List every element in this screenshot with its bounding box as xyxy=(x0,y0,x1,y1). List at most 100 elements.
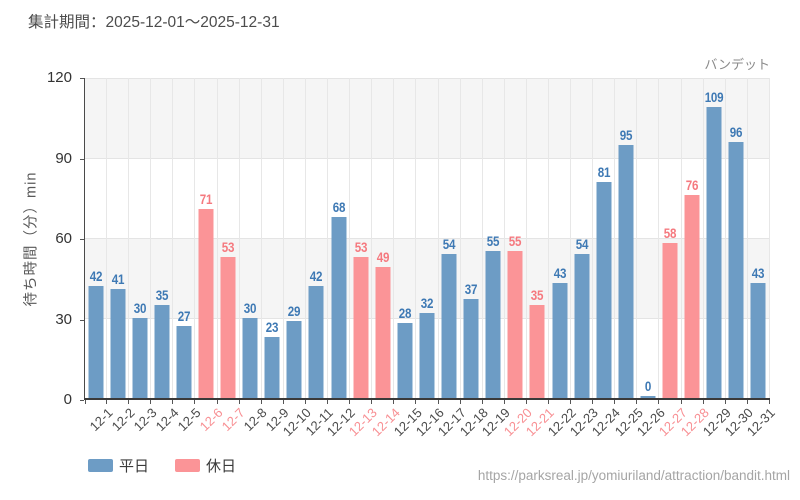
wait-time-bar-12-11[interactable] xyxy=(308,286,324,398)
bar-column-12-2[interactable]: 41 12-2 xyxy=(107,78,137,434)
wait-time-bar-12-19[interactable] xyxy=(485,251,501,398)
wait-time-bar-12-16[interactable] xyxy=(419,312,435,398)
bar-column-12-28[interactable]: 76 12-28 xyxy=(678,78,712,439)
wait-time-bar-12-30[interactable] xyxy=(728,142,744,398)
wait-time-bar-12-20[interactable] xyxy=(507,251,523,398)
bar-column-12-17[interactable]: 54 12-17 xyxy=(435,78,469,439)
bar-column-12-14[interactable]: 49 12-14 xyxy=(368,78,402,439)
wait-time-bar-12-18[interactable] xyxy=(463,299,479,398)
bar-column-12-19[interactable]: 55 12-19 xyxy=(479,78,513,439)
bar-column-12-10[interactable]: 29 12-10 xyxy=(280,78,314,439)
bar-value-label-12-21: 35 xyxy=(531,287,544,303)
bar-value-label-12-15: 28 xyxy=(398,306,412,322)
y-tick-label-0: 0 xyxy=(63,391,72,408)
bar-column-12-6[interactable]: 71 12-6 xyxy=(195,78,226,434)
y-tick-label-120: 120 xyxy=(46,69,72,86)
bar-value-label-12-23: 54 xyxy=(575,237,588,252)
legend-label-weekday: 平日 xyxy=(119,458,150,475)
wait-time-bar-12-31[interactable] xyxy=(750,283,766,398)
bar-value-label-12-29: 109 xyxy=(704,90,724,106)
bar-column-12-24[interactable]: 81 12-24 xyxy=(589,78,623,439)
bar-column-12-8[interactable]: 30 12-8 xyxy=(240,78,270,434)
wait-time-bar-12-23[interactable] xyxy=(574,254,590,398)
bar-column-12-20[interactable]: 55 12-20 xyxy=(501,78,535,439)
legend-swatch-weekday xyxy=(88,459,113,472)
bar-column-12-15[interactable]: 28 12-15 xyxy=(390,78,424,439)
legend-item-holiday[interactable]: 休日 xyxy=(175,455,236,476)
wait-time-bar-12-3[interactable] xyxy=(132,318,148,398)
h-gridline-60 xyxy=(85,238,770,239)
bar-column-12-27[interactable]: 58 12-27 xyxy=(655,78,690,439)
wait-time-bar-12-8[interactable] xyxy=(242,318,258,398)
bar-value-label-12-4: 35 xyxy=(155,287,169,303)
wait-time-bar-12-6[interactable] xyxy=(198,208,214,398)
wait-time-bar-12-5[interactable] xyxy=(176,326,192,398)
bar-value-label-12-2: 41 xyxy=(111,271,124,287)
bar-column-12-4[interactable]: 35 12-4 xyxy=(151,78,181,434)
wait-time-bar-12-14[interactable] xyxy=(375,267,391,398)
report-period-title: 集計期間：2025-12-01～2025-12-31 xyxy=(28,14,280,31)
bar-value-label-12-24: 81 xyxy=(597,165,611,180)
bar-column-12-1[interactable]: 42 12-1 xyxy=(85,78,115,434)
wait-time-bar-12-22[interactable] xyxy=(552,283,568,398)
bar-column-12-11[interactable]: 42 12-11 xyxy=(303,78,336,438)
bar-value-label-12-20: 55 xyxy=(509,234,522,250)
bar-column-12-16[interactable]: 32 12-16 xyxy=(412,78,447,439)
wait-time-bar-12-21[interactable] xyxy=(529,304,545,398)
wait-time-bar-12-9[interactable] xyxy=(264,336,280,398)
legend-swatch-holiday xyxy=(175,459,201,472)
bar-column-12-5[interactable]: 27 12-5 xyxy=(173,78,204,434)
bar-value-label-12-8: 30 xyxy=(244,301,257,316)
bar-column-12-13[interactable]: 53 12-13 xyxy=(346,78,380,439)
bar-column-12-18[interactable]: 37 12-18 xyxy=(457,78,491,439)
bar-column-12-9[interactable]: 23 12-9 xyxy=(262,78,292,434)
bar-chart-plot-area: 42 12-1 41 12-2 30 12-3 35 12-4 27 12-5 71 12-6 53 12… xyxy=(84,78,778,439)
wait-time-bar-12-2[interactable] xyxy=(110,288,126,398)
wait-time-bar-12-29[interactable] xyxy=(706,107,722,398)
wait-time-bar-12-4[interactable] xyxy=(154,304,170,398)
bar-value-label-12-26: 0 xyxy=(644,379,651,394)
bar-value-label-12-16: 32 xyxy=(420,295,434,311)
bar-value-label-12-18: 37 xyxy=(464,282,478,298)
bar-column-12-29[interactable]: 109 12-29 xyxy=(700,78,734,439)
attraction-name-label: バンデット xyxy=(704,57,770,72)
y-tick-mark-0 xyxy=(80,400,84,401)
bar-column-12-12[interactable]: 68 12-12 xyxy=(324,78,358,439)
bar-column-12-25[interactable]: 95 12-25 xyxy=(611,78,645,439)
wait-time-bar-12-13[interactable] xyxy=(353,256,369,398)
wait-time-bar-12-17[interactable] xyxy=(441,254,457,398)
bar-value-label-12-10: 29 xyxy=(288,303,301,319)
wait-time-bar-12-12[interactable] xyxy=(331,216,347,398)
bar-value-label-12-14: 49 xyxy=(376,250,390,266)
wait-time-bar-12-27[interactable] xyxy=(662,243,678,398)
h-gridline-90 xyxy=(85,158,770,159)
legend-item-weekday[interactable]: 平日 xyxy=(88,455,149,476)
wait-time-bar-12-26[interactable] xyxy=(640,396,656,398)
wait-time-bar-12-28[interactable] xyxy=(684,195,700,398)
wait-time-bar-12-24[interactable] xyxy=(596,182,612,398)
chart-legend: 平日 休日 xyxy=(88,455,236,476)
bar-column-12-22[interactable]: 43 12-22 xyxy=(545,78,579,439)
y-tick-mark-60 xyxy=(80,239,84,240)
bar-value-label-12-7: 53 xyxy=(221,239,235,255)
bar-value-label-12-9: 23 xyxy=(266,319,279,335)
bar-column-12-3[interactable]: 30 12-3 xyxy=(129,78,159,434)
wait-time-bar-12-15[interactable] xyxy=(397,323,413,398)
wait-time-bar-12-25[interactable] xyxy=(618,144,634,398)
bar-column-12-26[interactable]: 0 12-26 xyxy=(633,78,667,439)
y-tick-mark-90 xyxy=(80,158,84,160)
bar-column-12-21[interactable]: 35 12-21 xyxy=(523,78,557,439)
bar-column-12-23[interactable]: 54 12-23 xyxy=(567,78,601,439)
wait-time-bar-12-1[interactable] xyxy=(88,286,104,398)
bar-column-12-30[interactable]: 96 12-30 xyxy=(722,78,756,439)
bar-value-label-12-5: 27 xyxy=(177,309,191,324)
y-tick-mark-120 xyxy=(80,78,84,79)
bar-value-label-12-22: 43 xyxy=(553,266,566,282)
wait-time-bar-12-7[interactable] xyxy=(220,256,236,398)
bar-column-12-7[interactable]: 53 12-7 xyxy=(218,78,248,434)
wait-time-bar-12-10[interactable] xyxy=(286,320,302,398)
bar-column-12-31[interactable]: 43 12-31 xyxy=(744,78,778,439)
bar-value-label-12-27: 58 xyxy=(663,226,677,242)
h-gridline-120 xyxy=(85,78,770,79)
